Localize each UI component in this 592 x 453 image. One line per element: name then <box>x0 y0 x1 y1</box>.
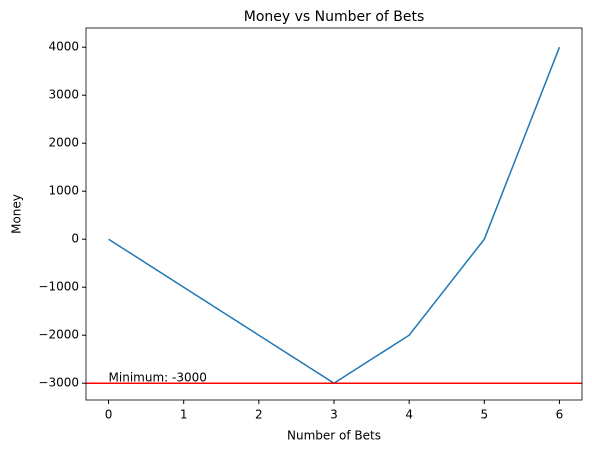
x-tick-label: 6 <box>556 408 564 422</box>
y-axis-label: Money <box>10 194 24 234</box>
y-tick-label: −2000 <box>38 328 79 342</box>
x-tick-label: 5 <box>480 408 488 422</box>
line-series <box>108 46 561 385</box>
minimum-annotation: Minimum: -3000 <box>109 371 207 385</box>
y-tick-label: 2000 <box>48 136 79 150</box>
chart-title: Money vs Number of Bets <box>244 9 425 25</box>
x-tick-label: 0 <box>105 408 113 422</box>
y-tick-label: 4000 <box>48 40 79 54</box>
x-tick-label: 3 <box>330 408 338 422</box>
y-tick-label: −1000 <box>38 280 79 294</box>
x-axis-label: Number of Bets <box>287 429 381 443</box>
x-tick-label: 4 <box>405 408 413 422</box>
x-tick-label: 2 <box>255 408 263 422</box>
y-tick-label: 0 <box>71 232 79 246</box>
y-tick-label: 1000 <box>48 184 79 198</box>
y-tick-label: 3000 <box>48 88 79 102</box>
plot-frame <box>85 27 583 401</box>
y-tick-label: −3000 <box>38 376 79 390</box>
x-tick-label: 1 <box>180 408 188 422</box>
